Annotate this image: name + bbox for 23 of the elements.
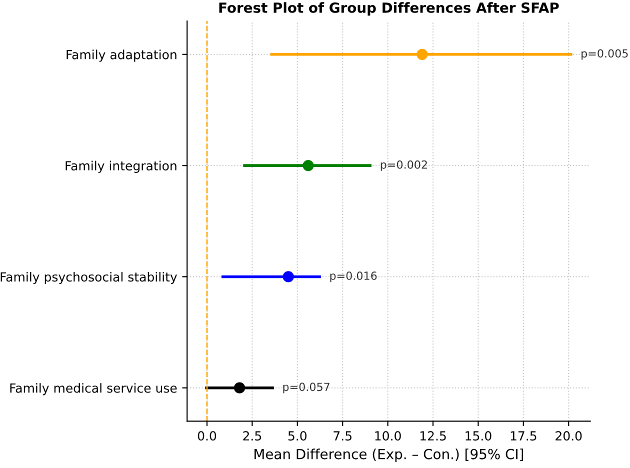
x-tick-label: 15.0 — [466, 431, 492, 441]
annotation: p=0.016 — [330, 272, 377, 282]
x-tick-label: 12.5 — [420, 431, 446, 441]
y-tick-label: Family integration — [66, 160, 176, 173]
x-tick-label: 20.0 — [556, 431, 582, 441]
x-tick-label: 5.0 — [288, 431, 307, 441]
point — [282, 271, 294, 282]
y-tick-label: Family adaptation — [66, 50, 176, 62]
annotation: p=0.002 — [380, 160, 427, 171]
point — [302, 160, 314, 172]
x-tick-label: 0.0 — [198, 431, 216, 441]
y-tick-label: Family psychosocial stability — [0, 272, 178, 284]
point — [416, 48, 428, 60]
x-axis-title: Mean Difference (Exp. – Con.) [95% CI] — [254, 448, 524, 462]
x-tick-label: 2.5 — [243, 431, 262, 441]
x-tick-label: 7.5 — [334, 431, 352, 441]
annotation: p=0.005 — [582, 49, 628, 60]
y-tick-label: Family medical service use — [10, 383, 177, 396]
point — [234, 382, 246, 394]
x-tick-label: 10.0 — [375, 431, 401, 441]
annotation: p=0.057 — [283, 382, 330, 394]
chart-title: Forest Plot of Group Differences After SFAP — [219, 2, 559, 16]
x-tick-label: 17.5 — [510, 431, 536, 441]
